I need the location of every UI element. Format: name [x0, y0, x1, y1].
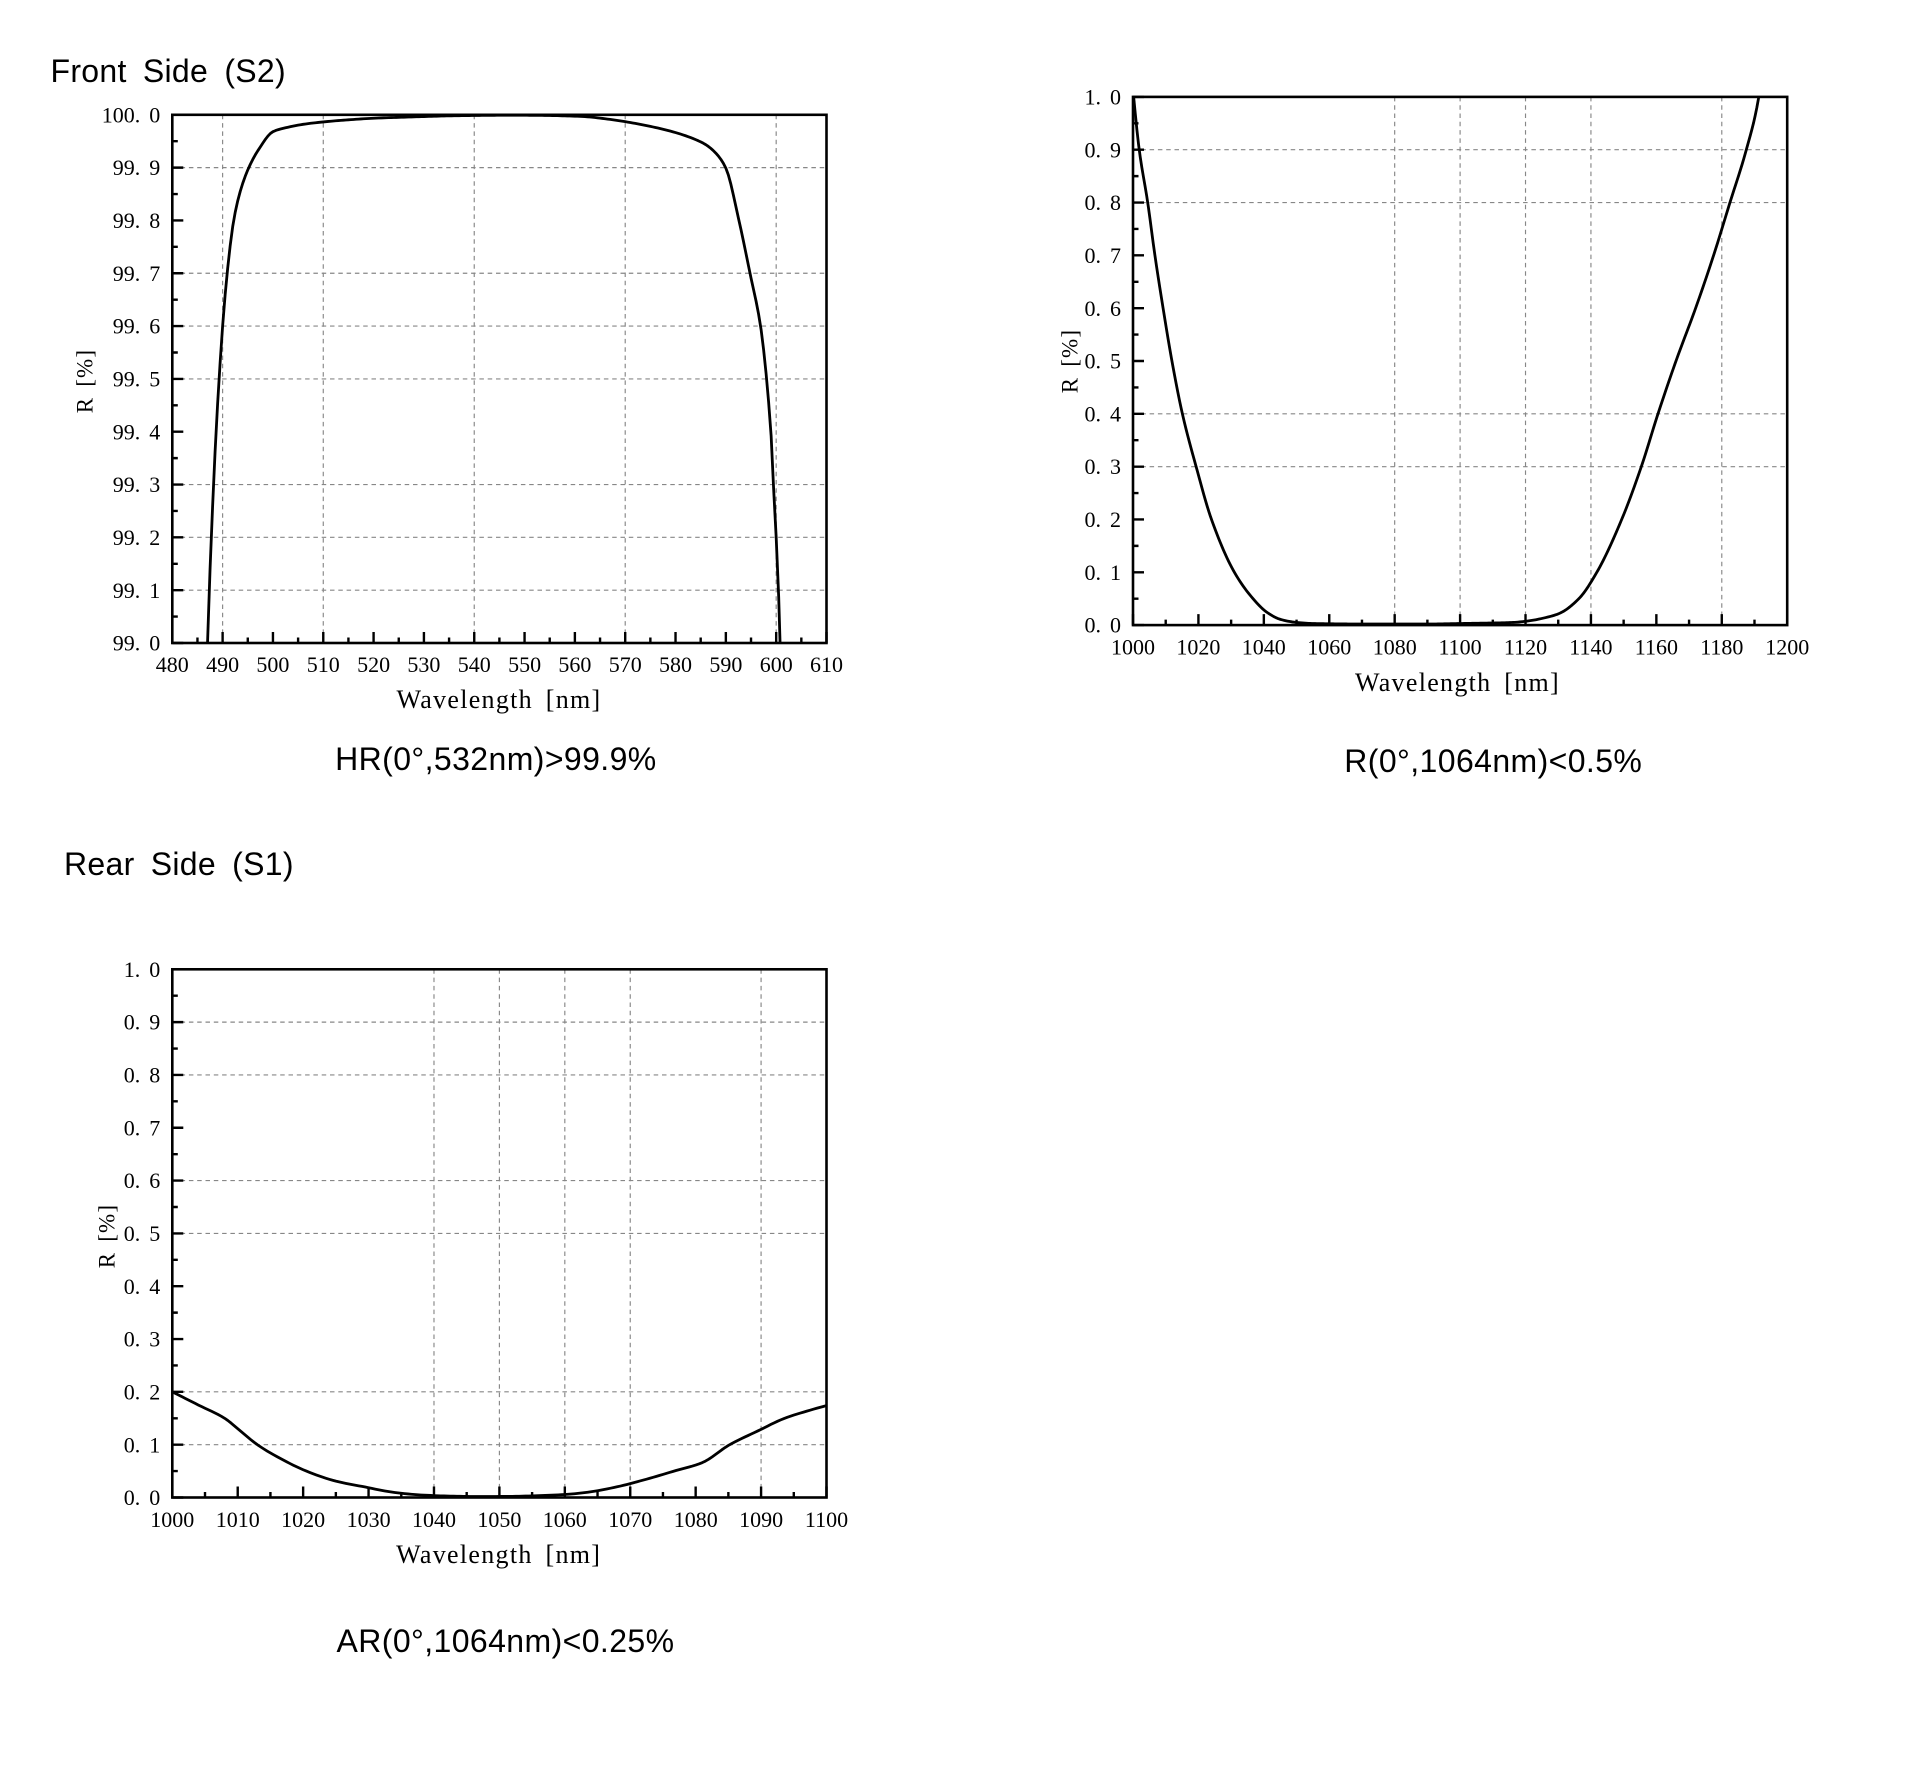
svg-text:550: 550	[508, 652, 541, 677]
svg-text:560: 560	[558, 652, 591, 677]
svg-text:530: 530	[407, 652, 440, 677]
svg-text:R [%]: R [%]	[1057, 329, 1082, 394]
svg-text:99. 7: 99. 7	[113, 261, 161, 286]
svg-text:1. 0: 1. 0	[1085, 85, 1122, 110]
svg-text:Front Side (S2): Front Side (S2)	[51, 53, 286, 89]
svg-text:1050: 1050	[477, 1507, 521, 1532]
svg-text:99. 8: 99. 8	[113, 208, 161, 233]
svg-text:0. 7: 0. 7	[1085, 243, 1122, 268]
svg-text:0. 5: 0. 5	[1085, 349, 1122, 374]
svg-text:R [%]: R [%]	[94, 1204, 119, 1269]
svg-text:Wavelength [nm]: Wavelength [nm]	[396, 685, 601, 714]
svg-text:0. 2: 0. 2	[1085, 507, 1122, 532]
svg-text:1080: 1080	[674, 1507, 718, 1532]
svg-text:1070: 1070	[608, 1507, 652, 1532]
svg-text:99. 2: 99. 2	[113, 525, 161, 550]
svg-text:510: 510	[307, 652, 340, 677]
svg-text:1060: 1060	[1307, 635, 1351, 660]
svg-text:99. 6: 99. 6	[113, 314, 161, 339]
svg-text:Wavelength [nm]: Wavelength [nm]	[1355, 668, 1560, 697]
svg-text:610: 610	[810, 652, 843, 677]
svg-text:1000: 1000	[1111, 635, 1155, 660]
svg-text:R(0°,1064nm)<0.5%: R(0°,1064nm)<0.5%	[1344, 743, 1642, 779]
svg-text:1040: 1040	[1242, 635, 1286, 660]
svg-text:590: 590	[709, 652, 742, 677]
svg-text:600: 600	[760, 652, 793, 677]
svg-text:1120: 1120	[1504, 635, 1547, 660]
svg-text:0. 9: 0. 9	[1085, 137, 1122, 162]
svg-text:0. 7: 0. 7	[124, 1115, 161, 1140]
svg-text:1200: 1200	[1765, 635, 1809, 660]
svg-text:1060: 1060	[543, 1507, 587, 1532]
svg-text:490: 490	[206, 652, 239, 677]
svg-text:520: 520	[357, 652, 390, 677]
svg-text:500: 500	[256, 652, 289, 677]
svg-text:0. 3: 0. 3	[124, 1327, 161, 1352]
svg-text:580: 580	[659, 652, 692, 677]
svg-text:0. 0: 0. 0	[124, 1485, 161, 1510]
svg-text:HR(0°,532nm)>99.9%: HR(0°,532nm)>99.9%	[335, 741, 656, 777]
svg-text:1. 0: 1. 0	[124, 957, 161, 982]
svg-text:0. 8: 0. 8	[1085, 190, 1122, 215]
svg-text:0. 1: 0. 1	[124, 1432, 161, 1457]
svg-text:1140: 1140	[1569, 635, 1612, 660]
svg-text:0. 6: 0. 6	[124, 1168, 161, 1193]
svg-text:99. 1: 99. 1	[113, 578, 161, 603]
svg-text:0. 4: 0. 4	[1085, 401, 1122, 426]
svg-text:570: 570	[609, 652, 642, 677]
svg-text:99. 0: 99. 0	[113, 631, 161, 656]
svg-text:0. 2: 0. 2	[124, 1380, 161, 1405]
svg-text:1100: 1100	[805, 1507, 848, 1532]
svg-text:0. 3: 0. 3	[1085, 454, 1122, 479]
svg-text:99. 9: 99. 9	[113, 155, 161, 180]
svg-text:1160: 1160	[1635, 635, 1678, 660]
svg-text:1030: 1030	[347, 1507, 391, 1532]
svg-text:0. 6: 0. 6	[1085, 296, 1122, 321]
svg-text:480: 480	[156, 652, 189, 677]
svg-text:99. 3: 99. 3	[113, 472, 161, 497]
svg-text:1080: 1080	[1373, 635, 1417, 660]
svg-text:1000: 1000	[150, 1507, 194, 1532]
svg-text:0. 8: 0. 8	[124, 1063, 161, 1088]
svg-text:1020: 1020	[1176, 635, 1220, 660]
svg-text:1090: 1090	[739, 1507, 783, 1532]
svg-text:0. 5: 0. 5	[124, 1221, 161, 1246]
svg-text:0. 4: 0. 4	[124, 1274, 161, 1299]
svg-text:100. 0: 100. 0	[102, 102, 161, 127]
svg-text:99. 5: 99. 5	[113, 367, 161, 392]
svg-text:0. 0: 0. 0	[1085, 613, 1122, 638]
svg-text:0. 1: 0. 1	[1085, 560, 1122, 585]
svg-text:Wavelength [nm]: Wavelength [nm]	[396, 1540, 601, 1569]
svg-text:1100: 1100	[1439, 635, 1482, 660]
svg-text:540: 540	[458, 652, 491, 677]
svg-text:1010: 1010	[216, 1507, 260, 1532]
svg-text:Rear Side (S1): Rear Side (S1)	[64, 846, 294, 882]
svg-text:R [%]: R [%]	[73, 349, 98, 414]
svg-text:1180: 1180	[1700, 635, 1743, 660]
svg-text:1020: 1020	[281, 1507, 325, 1532]
svg-text:AR(0°,1064nm)<0.25%: AR(0°,1064nm)<0.25%	[337, 1623, 675, 1659]
svg-text:0. 9: 0. 9	[124, 1010, 161, 1035]
svg-text:1040: 1040	[412, 1507, 456, 1532]
svg-text:99. 4: 99. 4	[113, 419, 161, 444]
